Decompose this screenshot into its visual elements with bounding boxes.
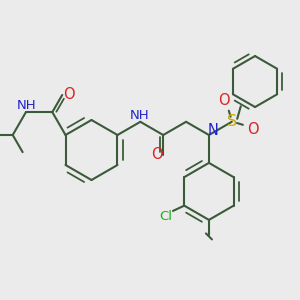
Text: O: O: [247, 122, 259, 137]
Text: NH: NH: [130, 109, 150, 122]
Text: O: O: [218, 93, 230, 108]
Text: S: S: [227, 114, 237, 129]
Text: NH: NH: [17, 99, 36, 112]
Text: O: O: [151, 147, 162, 162]
Text: O: O: [63, 88, 75, 103]
Text: N: N: [208, 123, 219, 138]
Text: Cl: Cl: [159, 210, 172, 224]
